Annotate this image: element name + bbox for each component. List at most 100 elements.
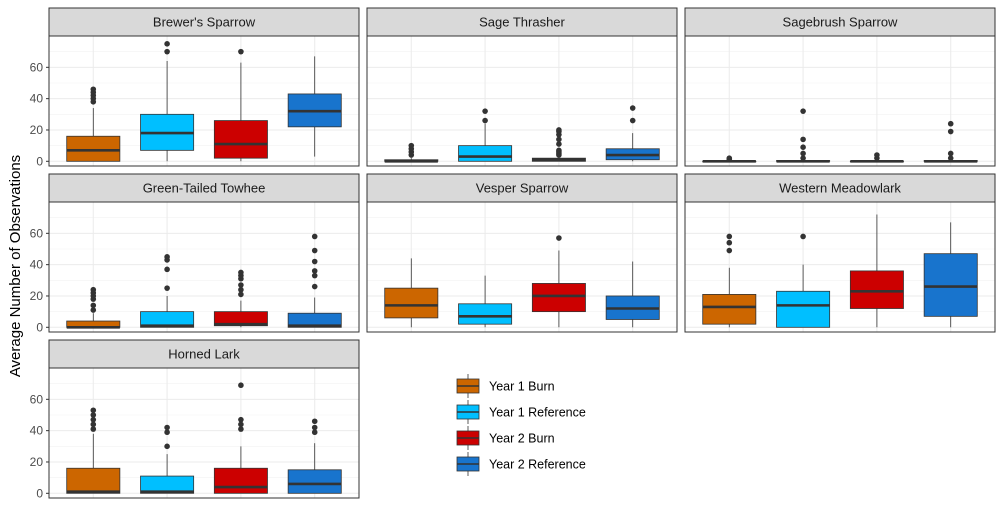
outlier-point [311,283,318,290]
outlier-point [311,272,318,279]
outlier-point [629,117,636,124]
strip-sage-thrasher [366,7,678,37]
panel-horned-lark: Horned Lark 0 20 40 60 [30,339,360,500]
outlier-point [311,233,318,240]
box-green-tailed-towhee-year-1-burn [66,286,121,329]
outlier-point [238,282,244,288]
box-sagebrush-sparrow-year-1-burn [702,155,757,163]
outlier-point [238,421,244,428]
legend: Year 1 Burn Year 1 Reference Year 2 Burn Ye… [456,374,586,476]
panel-border [684,201,996,333]
outlier-point [800,144,806,151]
y-tick-label: 40 [30,258,44,272]
panel-border [48,35,360,167]
y-tick-label: 60 [30,60,44,74]
box-sage-thrasher-year-1-burn [384,142,439,163]
outlier-point [800,155,806,161]
outlier-point [726,239,733,246]
outlier-point [238,426,244,432]
plot-area-sagebrush-sparrow [685,36,995,166]
outlier-point [408,142,415,149]
y-tick-label: 60 [30,392,44,406]
iqr-box [287,469,342,494]
box-sage-thrasher-year-2-reference [605,105,660,162]
box-brewer-s-sparrow-year-2-burn [213,48,268,162]
strip-western-meadowlark [684,173,996,203]
strip-title-sage-thrasher: Sage Thrasher [479,15,565,30]
outlier-point [90,407,97,414]
outlier-point [726,155,733,161]
panel-vesper-sparrow: Vesper Sparrow [366,173,678,333]
box-horned-lark-year-2-reference [287,418,342,494]
outlier-point [164,48,170,55]
strip-title-green-tailed-towhee: Green-Tailed Towhee [143,181,266,196]
strip-title-sagebrush-sparrow: Sagebrush Sparrow [783,15,899,30]
y-tick-label: 20 [30,289,44,303]
outlier-point [800,233,806,240]
outlier-point [164,424,170,431]
box-sagebrush-sparrow-year-2-reference [923,120,978,163]
outlier-point [311,429,318,436]
box-western-meadowlark-year-2-burn [849,214,904,328]
panel-border [48,201,360,333]
y-axis-label: Average Number of Observations [7,155,24,377]
plot-area-sage-thrasher [367,36,677,166]
box-vesper-sparrow-year-1-burn [384,258,439,328]
strip-sagebrush-sparrow [684,7,996,37]
legend-label-year-2-reference: Year 2 Reference [489,458,586,472]
strip-brewer-s-sparrow [48,7,360,37]
iqr-box [458,145,513,162]
outlier-point [800,136,806,143]
legend-item-year-1-reference: Year 1 Reference [456,400,586,424]
outlier-point [800,150,806,157]
y-tick-label: 40 [30,424,44,438]
legend-label-year-2-burn: Year 2 Burn [489,432,555,446]
panel-border [366,35,678,167]
outlier-point [482,117,488,124]
box-horned-lark-year-2-burn [213,382,268,494]
outlier-point [874,152,880,158]
outlier-point [90,86,97,93]
outlier-point [90,421,97,428]
iqr-box [776,290,831,328]
iqr-box [702,294,757,325]
iqr-box [287,312,342,328]
outlier-point [556,127,562,133]
outlier-point [90,307,97,313]
plot-area-green-tailed-towhee [49,202,359,332]
outlier-point [90,286,97,293]
y-tick-label: 40 [30,92,44,106]
panel-border [684,35,996,167]
box-green-tailed-towhee-year-2-reference [287,233,342,328]
iqr-box [140,475,195,494]
panel-sage-thrasher: Sage Thrasher [366,7,678,167]
box-sage-thrasher-year-1-reference [458,108,513,162]
box-horned-lark-year-1-burn [66,407,121,494]
iqr-box [66,135,121,162]
panel-border [366,201,678,333]
outlier-point [90,426,97,432]
outlier-point [556,235,562,241]
outlier-point [238,269,244,276]
outlier-point [556,141,562,147]
panel-green-tailed-towhee: Green-Tailed Towhee 0 20 40 60 [30,173,360,334]
panel-western-meadowlark: Western Meadowlark [684,173,996,333]
outlier-point [311,247,318,254]
outlier-point [726,233,733,240]
panel-sagebrush-sparrow: Sagebrush Sparrow [684,7,996,167]
box-sage-thrasher-year-2-burn [531,127,586,162]
outlier-point [90,412,97,418]
outlier-point [164,266,170,273]
box-western-meadowlark-year-1-burn [702,233,757,328]
strip-horned-lark [48,339,360,369]
box-western-meadowlark-year-2-reference [923,222,978,328]
box-sagebrush-sparrow-year-1-reference [776,108,831,163]
y-tick-label: 0 [36,154,43,168]
outlier-point [238,48,244,55]
outlier-point [311,268,318,274]
outlier-point [238,286,244,293]
iqr-box [849,270,904,309]
outlier-point [164,285,170,291]
box-brewer-s-sparrow-year-2-reference [287,56,342,157]
